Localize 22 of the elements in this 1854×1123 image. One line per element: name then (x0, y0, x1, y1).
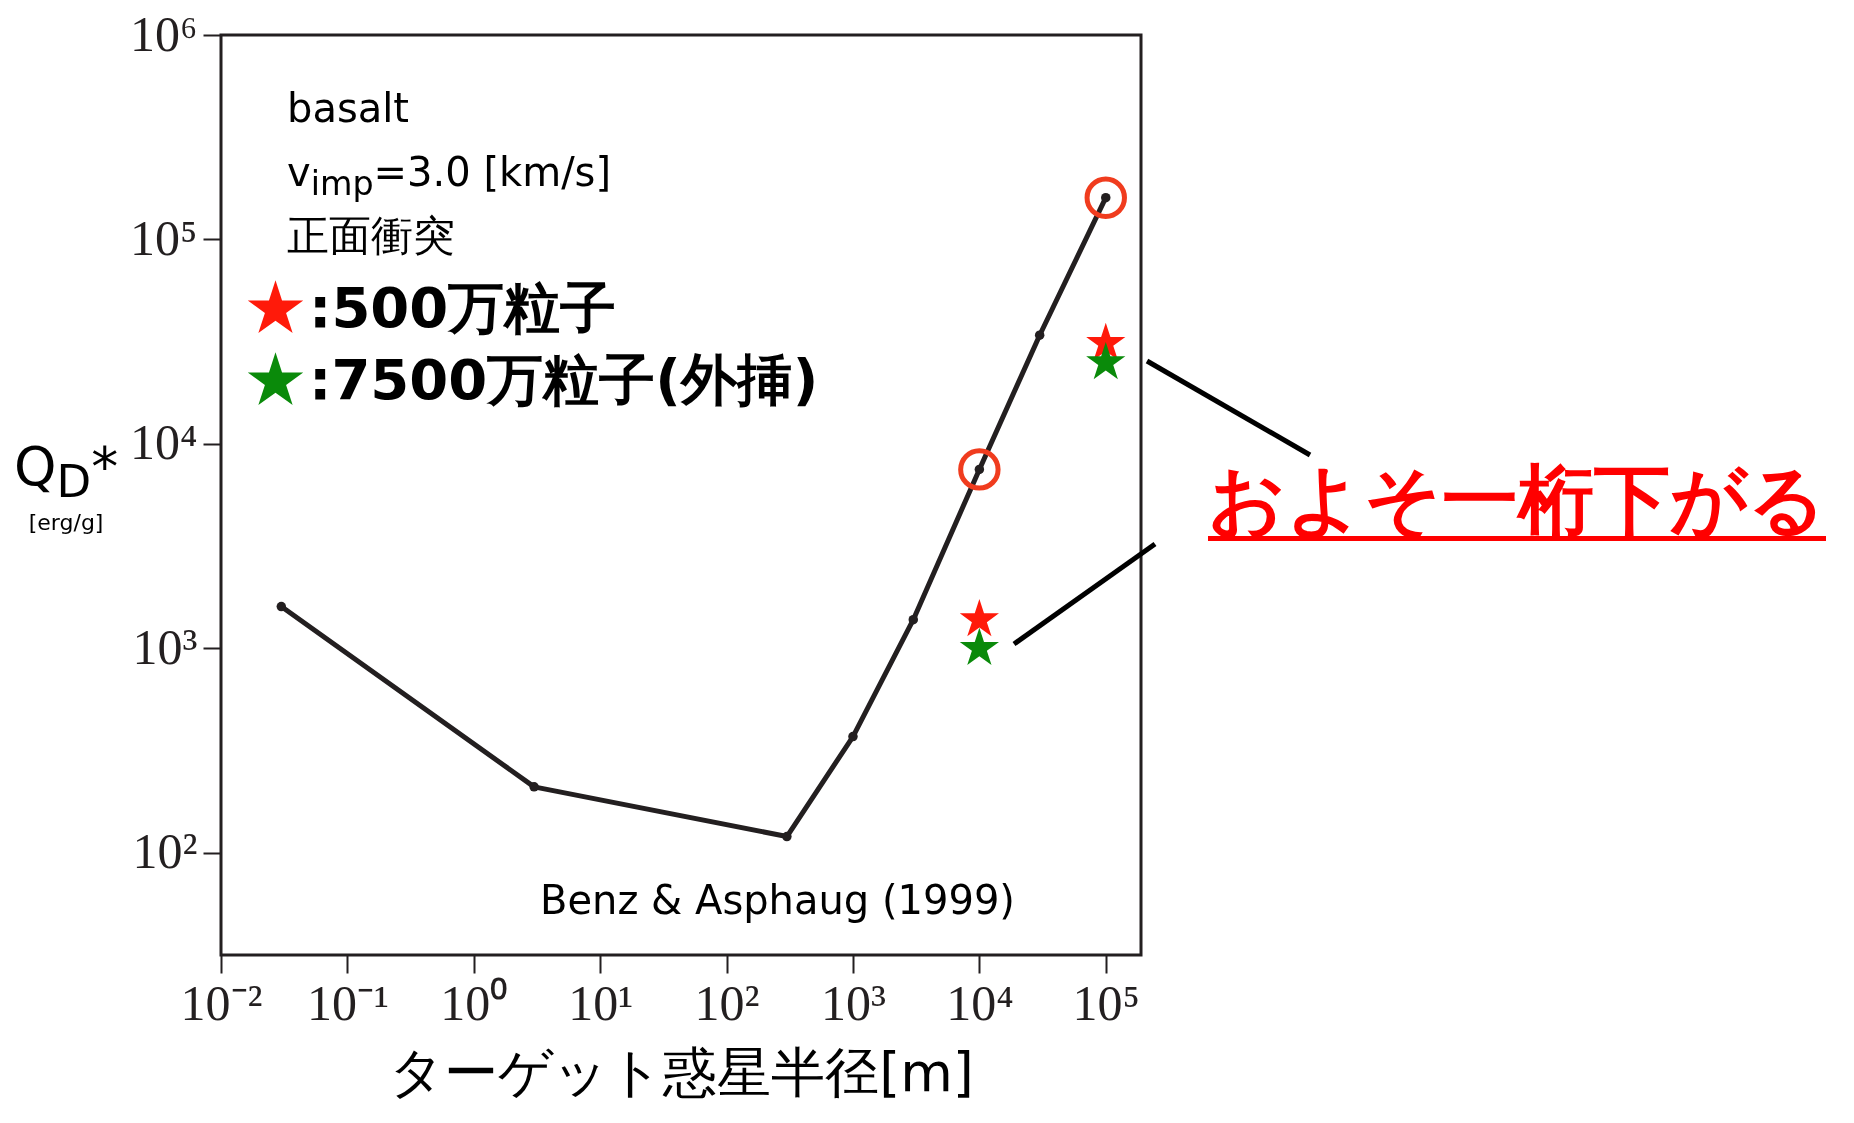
y-tick-label: 10⁴ (130, 414, 198, 471)
y-tick-label: 10⁵ (130, 209, 198, 266)
annotation: 正面衝突 (287, 211, 455, 260)
annotation: v$_{imp}$=3.0 [km/s] (287, 149, 612, 203)
x-tick-label: 10⁰ (440, 974, 509, 1031)
text: およそ一桁下がる (1208, 455, 1826, 544)
x-tick-label: 10⁵ (1072, 974, 1140, 1031)
x-tick-label: 10⁻¹ (306, 974, 389, 1031)
legend-label: :7500万粒子(外挿) (309, 346, 819, 412)
x-tick-label: 10¹ (568, 974, 634, 1031)
y-axis-title: Q$_{D}$* [erg/g] (14, 435, 119, 535)
x-tick-label: 10³ (820, 974, 886, 1031)
x-tick-label: 10⁴ (946, 974, 1014, 1031)
x-tick-label: 10⁻² (180, 974, 263, 1031)
legend-label: :500万粒子 (309, 274, 617, 340)
annotation: basalt (287, 85, 410, 131)
x-axis-title: ターゲット惑星半径[m] (389, 1040, 974, 1104)
y-tick-label: 10⁶ (130, 5, 198, 62)
annotation: Benz & Asphaug (1999) (540, 877, 1015, 923)
x-tick-label: 10² (694, 974, 760, 1031)
y-tick-label: 10² (132, 823, 198, 880)
y-tick-label: 10³ (132, 618, 198, 675)
